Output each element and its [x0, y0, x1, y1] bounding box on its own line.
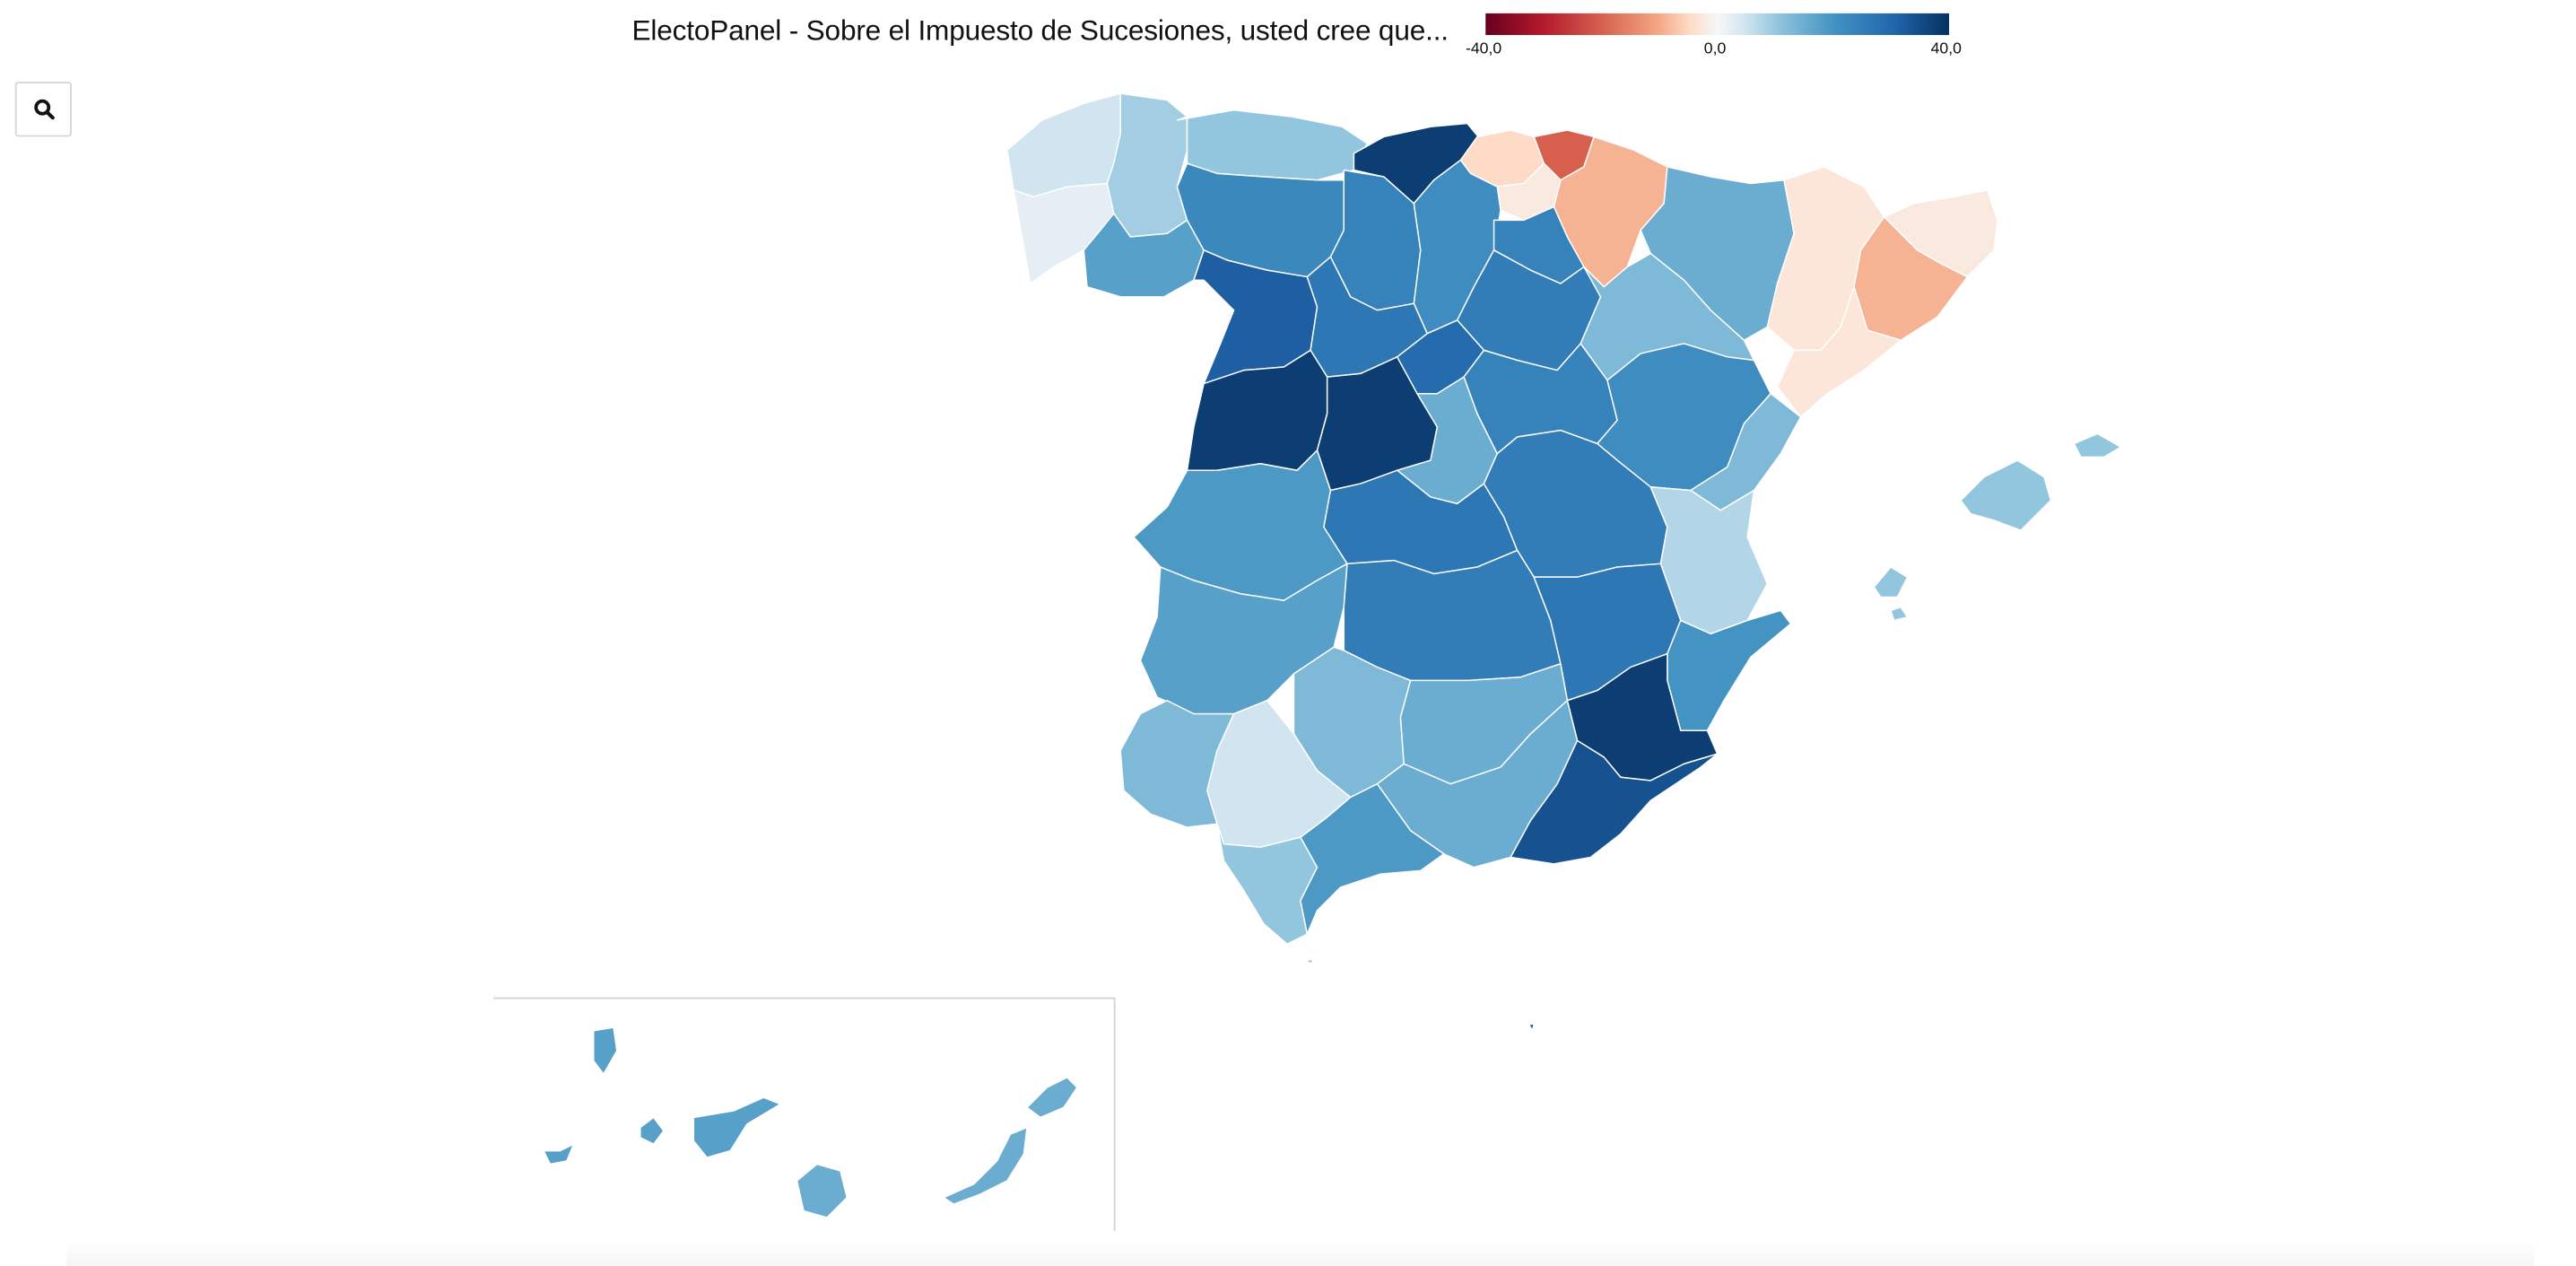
province-valencia[interactable] [1649, 486, 1769, 635]
island-ibiza[interactable] [1873, 566, 1909, 598]
island-mallorca[interactable] [1960, 459, 2052, 531]
legend-max-label: 40,0 [1930, 39, 1962, 59]
ceuta-marker [1304, 958, 1313, 965]
province-tarragona[interactable] [1776, 285, 1902, 418]
island-la-palma[interactable] [593, 1026, 618, 1075]
search-icon [33, 99, 54, 120]
legend-min-label: -40,0 [1465, 39, 1502, 59]
island-fuerteventura[interactable] [943, 1126, 1028, 1205]
island-formentera[interactable] [1890, 606, 1909, 622]
footer-shadow [66, 1241, 2535, 1266]
province-malaga[interactable] [1300, 782, 1445, 935]
island-la-gomera[interactable] [640, 1116, 665, 1145]
island-lanzarote[interactable] [1026, 1077, 1078, 1119]
island-el-hierro[interactable] [543, 1143, 575, 1166]
legend-gradient-bar [1485, 13, 1950, 36]
search-button[interactable] [14, 82, 72, 137]
island-tenerife[interactable] [692, 1096, 781, 1158]
legend-mid-label: 0,0 [1703, 39, 1727, 59]
canary-islands-inset-frame [493, 997, 1116, 1231]
map-title: ElectoPanel - Sobre el Impuesto de Suces… [631, 14, 1449, 48]
province-huesca[interactable] [1640, 166, 1795, 341]
island-gran-canaria[interactable] [796, 1163, 849, 1218]
province-almeria[interactable] [1510, 739, 1719, 865]
province-alicante[interactable] [1667, 609, 1792, 731]
melilla-marker [1527, 1023, 1535, 1032]
color-legend: -40,0 0,0 40,0 [1466, 13, 1971, 64]
island-menorca[interactable] [2073, 432, 2122, 458]
